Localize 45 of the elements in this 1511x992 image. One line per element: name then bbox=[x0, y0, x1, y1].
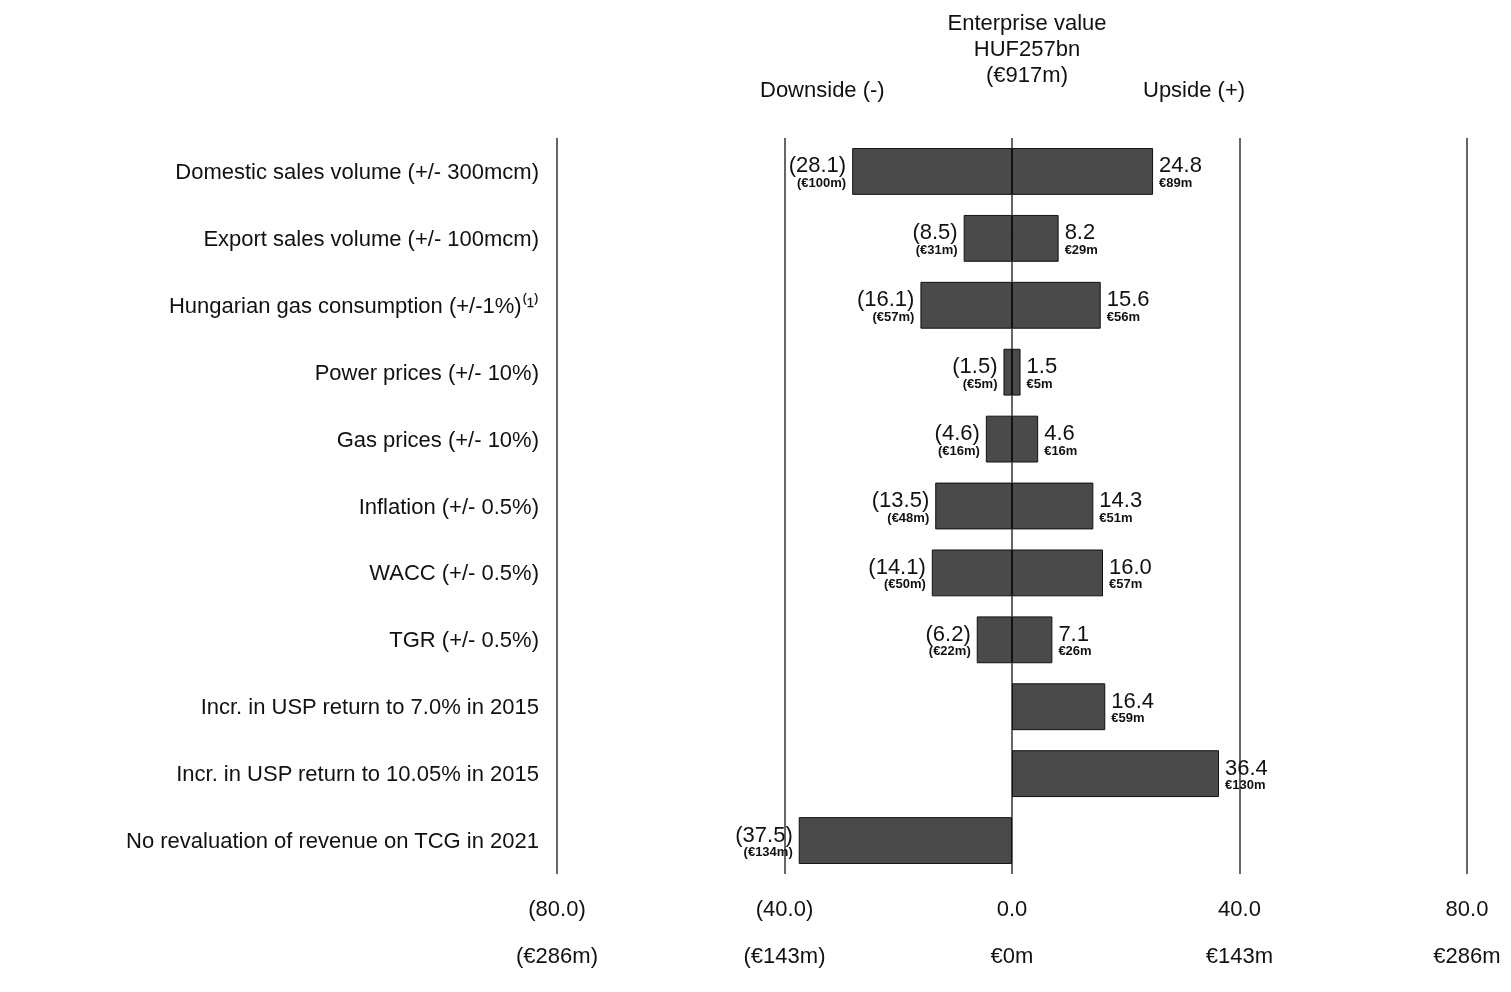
y-tick-label: WACC (+/- 0.5%) bbox=[369, 560, 539, 586]
chart-subtitle: HUF257bn (€917m) bbox=[973, 35, 1081, 87]
bar bbox=[1012, 750, 1220, 798]
data-label: 14.3 €51m bbox=[1099, 487, 1143, 525]
bar bbox=[1012, 683, 1106, 731]
data-label: 4.6 €16m bbox=[1044, 420, 1078, 458]
x-tick-label: (80.0) bbox=[528, 895, 586, 921]
y-tick-label: Domestic sales volume (+/- 300mcm) bbox=[175, 158, 539, 184]
data-label: (4.6) (€16m) bbox=[934, 420, 980, 458]
data-label: (1.5) (€5m) bbox=[952, 353, 998, 391]
y-tick-label: Gas prices (+/- 10%) bbox=[336, 426, 539, 452]
data-label: 1.5 €5m bbox=[1026, 353, 1058, 391]
text: Downside (-) bbox=[760, 76, 885, 102]
data-label: (6.2) (€22m) bbox=[925, 620, 971, 659]
x2-tick-label: €286m bbox=[1433, 942, 1501, 968]
data-label: 8.2 €29m bbox=[1064, 219, 1098, 257]
x2-tick-label: €0m bbox=[990, 942, 1034, 968]
y-tick-label: No revaluation of revenue on TCG in 2021 bbox=[126, 828, 539, 854]
x-tick-label: 0.0 bbox=[996, 895, 1028, 921]
data-label: 24.8 €89m bbox=[1159, 152, 1202, 190]
data-label: (8.5) (€31m) bbox=[912, 219, 958, 257]
y-tick-label: Inflation (+/- 0.5%) bbox=[358, 493, 539, 519]
data-label: (28.1) (€100m) bbox=[788, 152, 847, 190]
bar bbox=[798, 817, 1012, 864]
y-tick-label: Power prices (+/- 10%) bbox=[314, 359, 539, 385]
x-tick-label: 80.0 bbox=[1445, 895, 1489, 921]
data-label: (16.1) (€57m) bbox=[856, 286, 915, 324]
chart-title: Enterprise value bbox=[947, 9, 1107, 35]
x-tick-label: 40.0 bbox=[1218, 895, 1261, 921]
data-label: 16.0 €57m bbox=[1109, 553, 1152, 592]
x2-tick-label: (€286m) bbox=[516, 942, 598, 968]
y-tick-label: Hungarian gas consumption (+/-1%)⁽¹⁾ bbox=[168, 292, 539, 318]
data-label: 15.6 €56m bbox=[1106, 286, 1150, 324]
x-tick-label: (40.0) bbox=[755, 895, 814, 921]
x2-tick-label: (€143m) bbox=[743, 942, 826, 968]
text: Upside (+) bbox=[1143, 76, 1246, 102]
data-label: 16.4 €59m bbox=[1111, 687, 1155, 726]
data-label: (14.1) (€50m) bbox=[868, 553, 926, 592]
y-tick-label: Export sales volume (+/- 100mcm) bbox=[203, 225, 539, 251]
x2-tick-label: €143m bbox=[1205, 942, 1274, 968]
data-label: (13.5) (€48m) bbox=[871, 487, 930, 525]
y-tick-label: TGR (+/- 0.5%) bbox=[389, 627, 539, 653]
y-tick-label: Incr. in USP return to 7.0% in 2015 bbox=[200, 694, 539, 720]
data-label: 7.1 €26m bbox=[1058, 620, 1092, 659]
y-tick-label: Incr. in USP return to 10.05% in 2015 bbox=[176, 761, 539, 787]
